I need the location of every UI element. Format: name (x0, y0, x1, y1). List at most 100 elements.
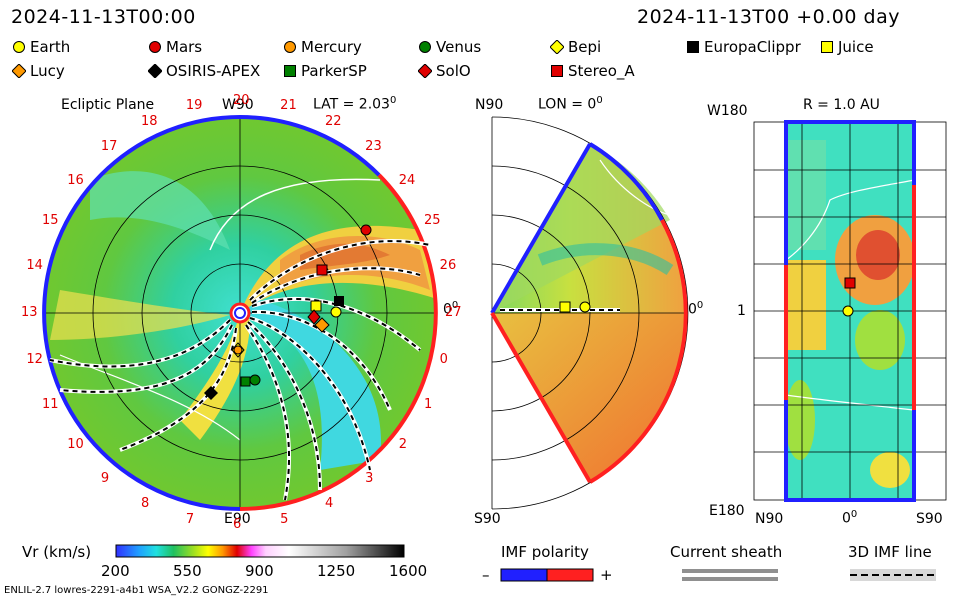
solo-marker (307, 309, 321, 325)
ecliptic-title: Ecliptic Plane (61, 97, 155, 113)
radial-earth-marker (842, 305, 854, 317)
legend-circle-icon (13, 41, 25, 53)
carrington-label: 4 (324, 496, 334, 511)
footer-left: ENLIL-2.7 lowres-2291-a4b1 WSA_V2.2 GONG… (4, 585, 269, 596)
carrington-label: 8 (141, 496, 150, 511)
left-timestamp: 2024-11-13T00:00 (11, 6, 196, 28)
carrington-label: 14 (26, 257, 43, 273)
legend-diamond-icon (12, 64, 26, 78)
colorbar-tick-label: 200 (101, 562, 130, 580)
legend-label: Bepi (568, 38, 602, 56)
radial-top-label: W180 (707, 103, 748, 119)
europaclippr-marker (334, 296, 344, 306)
legend-label: OSIRIS-APEX (166, 62, 261, 80)
legend-item-juice: Juice (820, 38, 874, 56)
meridional-top-label: N90 (475, 97, 504, 113)
legend-label: Stereo_A (568, 62, 635, 80)
juice-marker (310, 300, 322, 312)
legend-label: Venus (436, 38, 482, 56)
legend-item-mars: Mars (148, 38, 202, 56)
radial-xaxis-mid: 00 (842, 509, 858, 527)
carrington-label: 7 (185, 511, 195, 527)
carrington-label: 24 (398, 172, 416, 188)
legend-item-osiris-apex: OSIRIS-APEX (148, 62, 260, 80)
legend-item-bepi: Bepi (550, 38, 601, 56)
legend-label: Mercury (301, 38, 362, 56)
legend-diamond-icon (148, 64, 162, 78)
carrington-label: 16 (67, 172, 84, 188)
legend-label: ParkerSP (301, 62, 367, 80)
meridional-right-label: 00 (688, 300, 704, 318)
carrington-label: 22 (324, 113, 342, 129)
legend-circle-icon (284, 41, 296, 53)
legend-item-stereo-a: Stereo_A (550, 62, 635, 80)
carrington-label: 18 (141, 113, 158, 129)
ecliptic-lat-label: LAT = 2.030 (313, 95, 397, 113)
legend-circle-icon (419, 41, 431, 53)
venus-marker (249, 374, 261, 386)
carrington-label: 12 (26, 352, 43, 368)
colorbar (115, 544, 405, 558)
radial-xaxis-left: N90 (755, 511, 784, 527)
ecliptic-right-label: 00 (443, 300, 459, 318)
legend-diamond-icon (418, 64, 432, 78)
radial-bottom-label: E180 (709, 503, 745, 519)
radial-title: R = 1.0 AU (803, 97, 880, 113)
ecliptic-bottom-label: E90 (224, 511, 251, 527)
carrington-label: 11 (41, 396, 59, 412)
carrington-label: 21 (280, 98, 297, 114)
carrington-label: 6 (233, 517, 242, 532)
carrington-label: 27 (445, 305, 462, 320)
radial-left-tick: 1 (737, 303, 746, 319)
legend-item-lucy: Lucy (12, 62, 65, 80)
legend-label: Juice (838, 38, 874, 56)
legend-label: SolO (436, 62, 471, 80)
carrington-label: 19 (185, 98, 203, 114)
stereo-a-marker (316, 264, 328, 276)
colorbar-tick-label: 1250 (317, 562, 356, 580)
legend-item-solo: SolO (418, 62, 471, 80)
current-sheath-title: Current sheath (670, 543, 783, 561)
imf-line-title: 3D IMF line (848, 543, 932, 561)
legend-label: EuropaClippr (704, 38, 801, 56)
imf-polarity-title: IMF polarity (501, 543, 589, 561)
carrington-label: 1 (424, 396, 433, 412)
carrington-label: 15 (41, 213, 59, 229)
carrington-label: 25 (424, 213, 441, 229)
legend-item-parkersp: ParkerSP (283, 62, 367, 80)
legend-square-icon (821, 41, 833, 53)
legend-label: Mars (166, 38, 203, 56)
earth-marker (330, 306, 342, 318)
legend-item-europaclippr: EuropaClippr (686, 38, 801, 56)
radial-plot (753, 120, 947, 502)
meridional-lon-label: LON = 00 (538, 95, 603, 113)
bepi-marker (231, 342, 245, 358)
carrington-label: 3 (365, 470, 374, 486)
legend-circle-icon (149, 41, 161, 53)
radial-xaxis-right: S90 (916, 511, 943, 527)
carrington-label: 26 (439, 257, 457, 273)
carrington-label: 20 (233, 93, 250, 108)
carrington-label: 2 (398, 437, 408, 453)
colorbar-tick-label: 900 (245, 562, 274, 580)
legend-item-mercury: Mercury (283, 38, 362, 56)
colorbar-tick-label: 1600 (389, 562, 428, 580)
legend-square-icon (687, 41, 699, 53)
legend-label: Lucy (30, 62, 65, 80)
legend-square-icon (551, 65, 563, 77)
colorbar-tick-label: 550 (173, 562, 202, 580)
carrington-label: 10 (67, 437, 84, 453)
imf-polarity-minus: – (482, 566, 490, 584)
parkersp-marker (240, 376, 251, 387)
imf-polarity-plus: + (600, 566, 613, 584)
carrington-label: 5 (280, 511, 289, 527)
legend-item-venus: Venus (418, 38, 481, 56)
radial-stereo-a-marker (844, 277, 856, 289)
mars-marker (360, 224, 372, 236)
osiris-apex-marker (204, 386, 218, 400)
carrington-label: 9 (100, 470, 110, 486)
lucy-marker (314, 317, 330, 333)
mercury-marker (233, 345, 243, 355)
legend-diamond-icon (550, 40, 564, 54)
colorbar-title: Vr (km/s) (22, 543, 92, 561)
